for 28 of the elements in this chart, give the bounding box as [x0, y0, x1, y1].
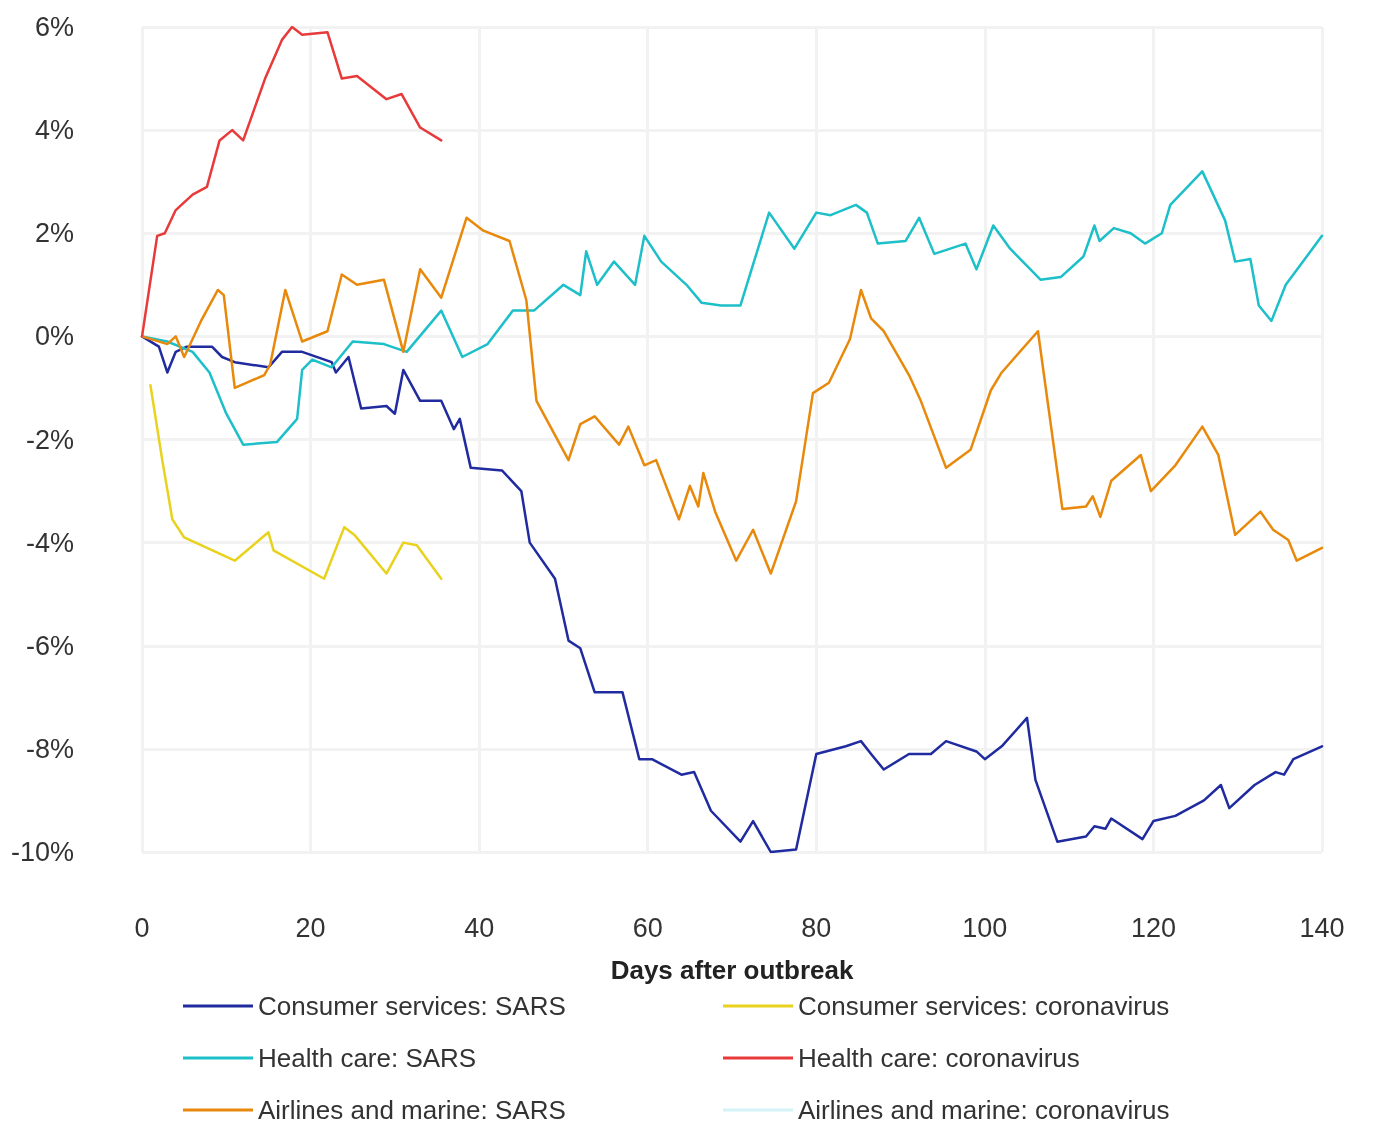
- y-tick-label: 2%: [35, 218, 75, 249]
- y-tick-label: 4%: [35, 115, 75, 146]
- legend-label: Consumer services: coronavirus: [798, 991, 1170, 1021]
- x-tick-label: 100: [962, 912, 1008, 943]
- x-tick-label: 0: [134, 912, 150, 943]
- x-tick-label: 40: [464, 912, 495, 943]
- y-tick-label: -4%: [26, 527, 75, 558]
- x-axis-title: Days after outbreak: [610, 955, 854, 985]
- line-series: [140, 216, 1324, 575]
- y-tick-label: -8%: [26, 733, 75, 764]
- y-tick-label: -10%: [11, 837, 75, 867]
- line-series: [140, 25, 443, 338]
- x-tick-label: 20: [295, 912, 326, 943]
- x-tick-label: 60: [632, 912, 663, 943]
- x-tick-label: 140: [1299, 912, 1345, 943]
- line-series: [149, 384, 443, 580]
- line-series: [140, 170, 1324, 446]
- y-tick-label: 6%: [35, 12, 75, 42]
- y-tick-label: -6%: [26, 630, 75, 661]
- y-tick-label: 0%: [35, 321, 75, 352]
- legend-label: Health care: SARS: [258, 1043, 477, 1073]
- x-tick-label: 80: [801, 912, 832, 943]
- x-tick-label: 120: [1130, 912, 1176, 943]
- legend-label: Health care: coronavirus: [798, 1043, 1080, 1073]
- legend-label: Airlines and marine: SARS: [258, 1095, 566, 1125]
- y-tick-label: -2%: [26, 424, 75, 455]
- legend-label: Airlines and marine: coronavirus: [798, 1095, 1170, 1125]
- legend-label: Consumer services: SARS: [258, 991, 566, 1021]
